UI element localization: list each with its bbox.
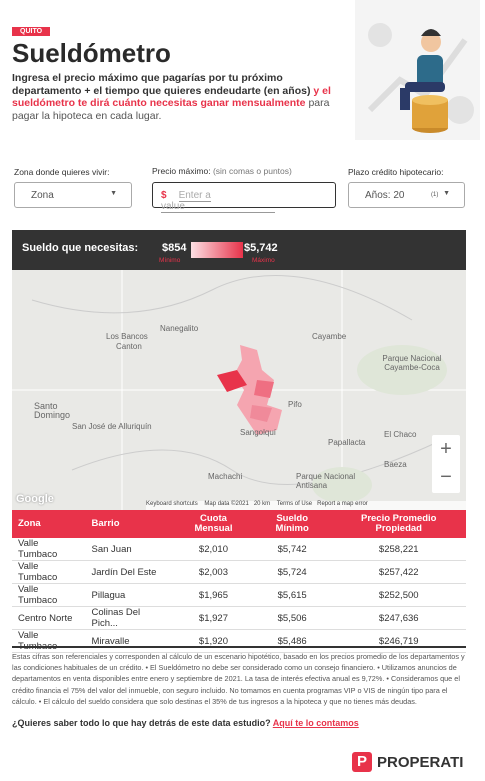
map-place: Machachi — [208, 472, 243, 481]
map-attr[interactable]: Report a map error — [317, 501, 368, 507]
salary-min: $854 — [162, 242, 187, 254]
column-header[interactable]: Cuota Mensual — [174, 510, 253, 538]
price-hint: (sin comas o puntos) — [212, 166, 292, 176]
map-attr[interactable]: Terms of Use — [276, 501, 313, 507]
results-table: Zona Barrio Cuota Mensual Sueldo Mínimo Prec… — [12, 510, 466, 653]
map-place: San José de Alluriquín — [72, 422, 152, 431]
map-attr[interactable]: Keyboard shortcuts — [146, 501, 198, 507]
salary-bar: Sueldo que necesitas: $854 $5,742 Mínimo… — [12, 230, 466, 270]
map-place: Papallacta — [328, 438, 366, 447]
price-label: Precio máximo: (sin comas o puntos) — [152, 166, 292, 176]
table-cell: $2,003 — [174, 560, 253, 584]
intro-red: y el sueldómetro te dirá cuánto necesita… — [12, 84, 331, 110]
term-label: Plazo crédito hipotecario: — [348, 167, 444, 177]
city-tag: QUITO — [12, 27, 51, 36]
map-attr: Map data ©2021 — [204, 501, 249, 507]
zoom-in[interactable]: + — [440, 438, 452, 460]
map-place: Pifo — [288, 400, 302, 409]
table-cell: $5,724 — [252, 560, 332, 584]
map-shapes — [12, 270, 466, 510]
table-cell: Pillagua — [85, 583, 175, 607]
table-cell: Valle Tumbaco — [12, 583, 86, 607]
zoom-controls: + − — [432, 435, 460, 493]
page-title: Sueldómetro — [12, 38, 171, 68]
table-row: Centro Norte Colinas Del Pich... $1,927 $5,… — [12, 606, 466, 630]
map-place: Parque Nacional Cayambe-Coca — [382, 354, 442, 372]
map-place: Baeza — [384, 460, 407, 469]
price-input[interactable]: $ Enter a value — [152, 182, 336, 213]
question-link[interactable]: Aquí te lo contamos — [272, 718, 359, 728]
table-cell: $5,742 — [252, 538, 332, 561]
column-header: Zona — [12, 510, 86, 538]
table-cell: San Juan — [85, 538, 175, 561]
zone-label: Zona donde quieres vivir: — [14, 167, 110, 177]
map[interactable]: Nanegalito Los Bancos Canton Cayambe Par… — [12, 270, 466, 510]
intro-rest: para pagar la hipoteca en cada lugar. — [12, 97, 330, 122]
map-attribution: Keyboard shortcuts Map data ©2021 20 km … — [146, 501, 466, 510]
table-cell: $5,615 — [252, 583, 332, 607]
table-row: Valle Tumbaco Jardín Del Este $2,003 $5,724… — [12, 560, 466, 584]
salary-gradient — [191, 242, 243, 258]
map-place: Los Bancos — [106, 332, 148, 341]
table-row: Valle Tumbaco Pillagua $1,965 $5,615 $252,50… — [12, 583, 466, 607]
salary-max-label: Máximo — [252, 257, 275, 264]
question: ¿Quieres saber todo lo que hay detrás de… — [12, 718, 359, 728]
brand-icon: P — [352, 752, 372, 772]
map-place: Nanegalito — [160, 324, 199, 333]
map-place: Parque Nacional Antisana — [296, 472, 356, 490]
term-count: (1) — [431, 192, 439, 198]
table-cell: $258,221 — [331, 538, 466, 561]
table-cell: Valle Tumbaco — [12, 538, 86, 561]
table-cell: Jardín Del Este — [85, 560, 175, 584]
zoom-out[interactable]: − — [440, 466, 452, 488]
table-cell: $5,506 — [252, 606, 332, 630]
map-logo: Google — [16, 493, 54, 505]
price-symbol: $ — [161, 190, 167, 201]
table-row: Valle Tumbaco San Juan $2,010 $5,742 $258,22… — [12, 538, 466, 561]
salary-min-label: Mínimo — [159, 257, 181, 264]
column-header: Barrio — [85, 510, 175, 538]
map-place: Canton — [116, 342, 142, 351]
zone-value: Zona — [31, 190, 54, 201]
table-cell: Centro Norte — [12, 606, 86, 630]
intro-bold: Ingresa el precio máximo que pagarías po… — [12, 72, 311, 97]
table-cell: $257,422 — [331, 560, 466, 584]
footnote: Estas cifras son referenciales y corresp… — [12, 646, 466, 707]
map-place: Sangolquí — [240, 428, 277, 437]
brand: PROPERATI — [377, 754, 464, 771]
term-value: Años: 20 — [365, 190, 405, 201]
table-cell: $1,965 — [174, 583, 253, 607]
price-placeholder: Enter a value — [161, 190, 275, 213]
table-cell: $2,010 — [174, 538, 253, 561]
map-place: Cayambe — [312, 332, 347, 341]
map-place: El Chaco — [384, 430, 417, 439]
table-cell: $1,927 — [174, 606, 253, 630]
map-attr: 20 km — [253, 501, 271, 507]
table-cell: Valle Tumbaco — [12, 560, 86, 584]
table-cell: Colinas Del Pich... — [85, 606, 175, 630]
question-text: ¿Quieres saber todo lo que hay detrás de… — [12, 718, 271, 728]
illustration — [355, 0, 480, 140]
term-select[interactable]: Años: 20 (1) ▼ — [348, 182, 465, 208]
column-header: Sueldo Mínimo — [252, 510, 332, 538]
salary-max: $5,742 — [244, 242, 278, 254]
table-cell: $247,636 — [331, 606, 466, 630]
map-place: Santo Domingo — [34, 401, 71, 420]
intro: Ingresa el precio máximo que pagarías po… — [12, 72, 352, 122]
price-label-text: Precio máximo: — [152, 166, 211, 176]
salary-label: Sueldo que necesitas: — [22, 242, 139, 254]
zone-select[interactable]: Zona ▼ — [14, 182, 132, 208]
column-header: Precio Promedio Propiedad — [331, 510, 466, 538]
table-cell: $252,500 — [331, 583, 466, 607]
